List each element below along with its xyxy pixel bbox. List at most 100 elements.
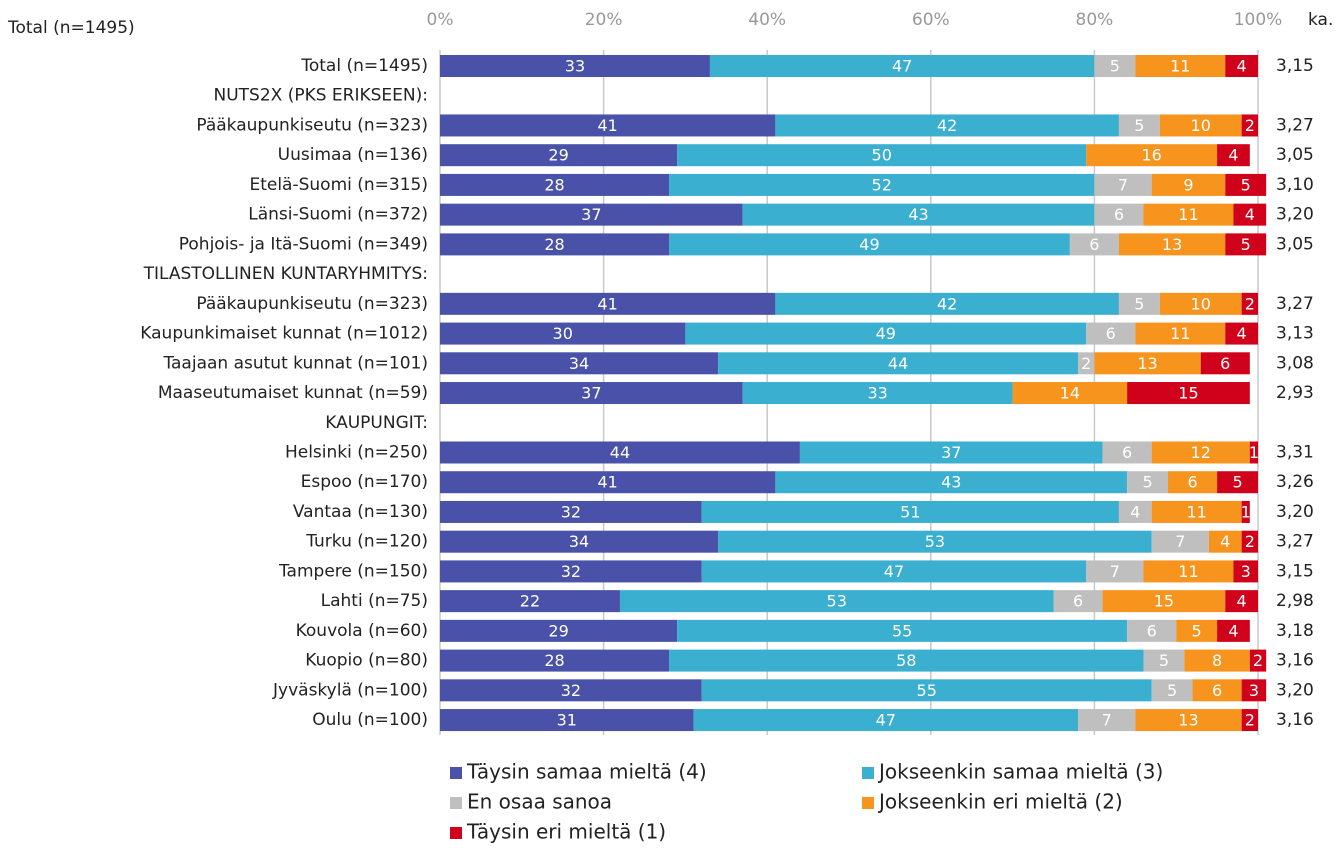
bar-segment <box>440 471 776 494</box>
bar-segment <box>440 233 670 256</box>
bar-segment <box>440 530 719 553</box>
average-label: 3,26 <box>1276 472 1314 492</box>
segment-label: 6 <box>1212 681 1222 700</box>
bar-segment <box>1241 500 1250 523</box>
bar-segment <box>1135 322 1226 345</box>
segment-label: 41 <box>598 116 618 135</box>
bar-segment <box>685 322 1087 345</box>
bar-segment <box>440 144 678 167</box>
bar-segment <box>440 709 694 732</box>
average-label: 3,10 <box>1276 175 1314 195</box>
bar-segment <box>440 679 702 702</box>
bar-segment <box>701 679 1152 702</box>
bar-segment <box>440 649 670 672</box>
category-label: Tampere (n=150) <box>278 561 428 581</box>
segment-label: 1 <box>1241 502 1251 521</box>
legend-label: Täysin eri mieltä (1) <box>466 820 666 844</box>
bar-segment <box>1102 441 1152 464</box>
bar-segment <box>1225 173 1267 196</box>
bar-segment <box>669 649 1144 672</box>
bar-segment <box>1094 173 1152 196</box>
bar-segment <box>1094 352 1201 375</box>
bar-segment <box>1176 619 1218 642</box>
category-label: Kaupunkimaiset kunnat (n=1012) <box>140 324 428 344</box>
segment-label: 5 <box>1159 651 1169 670</box>
segment-label: 11 <box>1178 562 1198 581</box>
bar-segment <box>440 114 776 137</box>
segment-label: 2 <box>1081 354 1091 373</box>
category-label: Espoo (n=170) <box>301 472 428 492</box>
category-label: Maaseutumaiset kunnat (n=59) <box>158 383 428 403</box>
segment-label: 4 <box>1130 502 1140 521</box>
segment-label: 28 <box>544 651 564 670</box>
bar-segment <box>718 352 1079 375</box>
category-label: Länsi-Suomi (n=372) <box>248 205 428 225</box>
average-label: 3,05 <box>1276 145 1314 165</box>
bar-segment <box>619 590 1054 613</box>
segment-label: 5 <box>1241 235 1251 254</box>
bar-segment <box>440 352 719 375</box>
segment-label: 58 <box>896 651 916 670</box>
bar-segment <box>701 500 1119 523</box>
segment-label: 28 <box>544 235 564 254</box>
bar-segment <box>1118 114 1160 137</box>
segment-label: 4 <box>1237 57 1247 76</box>
bar-segment <box>1159 292 1242 315</box>
segment-label: 43 <box>941 473 961 492</box>
legend-swatch <box>450 797 462 809</box>
segment-label: 37 <box>581 384 601 403</box>
segment-label: 6 <box>1106 324 1116 343</box>
segment-label: 32 <box>561 502 581 521</box>
segment-label: 4 <box>1237 324 1247 343</box>
category-label: Pohjois- ja Itä-Suomi (n=349) <box>179 234 428 254</box>
segment-label: 47 <box>876 711 896 730</box>
segment-label: 6 <box>1122 443 1132 462</box>
segment-label: 44 <box>610 443 630 462</box>
bar-segment <box>1151 173 1226 196</box>
bar-segment <box>440 560 702 583</box>
bar-segment <box>1241 709 1258 732</box>
bar-segment <box>1127 382 1250 405</box>
bar-segment <box>742 382 1013 405</box>
bar-segment <box>1118 500 1152 523</box>
segment-label: 42 <box>937 116 957 135</box>
bar-segment <box>1225 233 1267 256</box>
bar-segment <box>1200 352 1250 375</box>
segment-label: 9 <box>1183 175 1193 194</box>
x-tick-label: 0% <box>427 10 454 30</box>
segment-label: 7 <box>1175 532 1185 551</box>
bar-segment <box>1184 649 1250 672</box>
segment-label: 6 <box>1147 621 1157 640</box>
segment-label: 50 <box>872 146 892 165</box>
x-tick-label: 80% <box>1076 10 1114 30</box>
bar-segment <box>1078 709 1136 732</box>
segment-label: 13 <box>1137 354 1157 373</box>
segment-label: 52 <box>872 175 892 194</box>
segment-label: 10 <box>1191 294 1211 313</box>
segment-label: 11 <box>1178 205 1198 224</box>
bar-segment <box>1249 649 1267 672</box>
bar-segment <box>440 55 710 77</box>
segment-label: 33 <box>565 57 585 76</box>
segment-label: 2 <box>1245 294 1255 313</box>
segment-label: 16 <box>1141 146 1161 165</box>
bar-segment <box>1241 292 1258 315</box>
bar-segment <box>1159 114 1242 137</box>
category-label: Taajaan asutut kunnat (n=101) <box>162 353 428 373</box>
segment-label: 5 <box>1192 621 1202 640</box>
bar-segment <box>701 560 1087 583</box>
bar-segment <box>440 292 776 315</box>
segment-label: 13 <box>1162 235 1182 254</box>
bar-segment <box>677 144 1087 167</box>
segment-label: 32 <box>561 562 581 581</box>
category-label: Jyväskylä (n=100) <box>272 680 428 700</box>
bar-segment <box>1135 709 1242 732</box>
segment-label: 2 <box>1245 711 1255 730</box>
segment-label: 13 <box>1178 711 1198 730</box>
segment-label: 8 <box>1212 651 1222 670</box>
legend-label: En osaa sanoa <box>467 790 612 814</box>
segment-label: 10 <box>1191 116 1211 135</box>
category-label: Kouvola (n=60) <box>296 621 428 641</box>
category-label: Lahti (n=75) <box>321 591 428 611</box>
bar-segment <box>1225 55 1258 77</box>
